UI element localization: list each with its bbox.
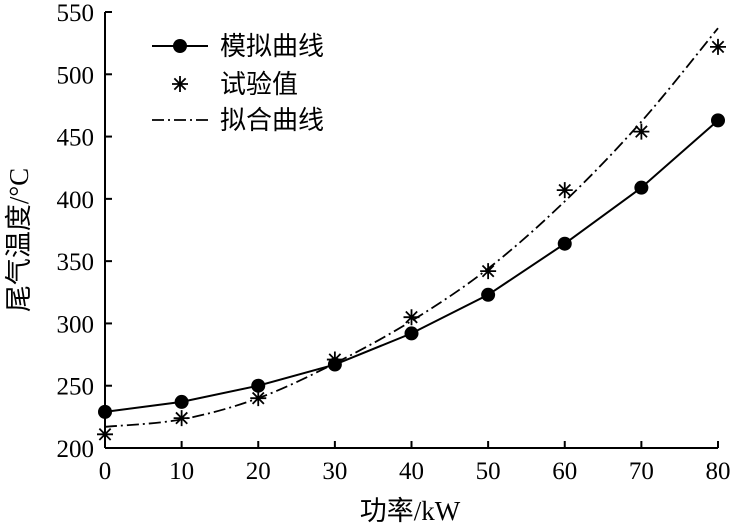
y-tick-label: 350 (57, 249, 95, 276)
y-tick-label: 500 (57, 62, 95, 89)
x-tick-label: 20 (246, 458, 271, 485)
y-tick-label: 450 (57, 125, 95, 152)
y-axis-title: 尾气温度/°C (4, 168, 34, 312)
simulated-curve-line (104, 119, 719, 413)
x-tick-label: 10 (169, 458, 194, 485)
simulated-point (98, 404, 112, 419)
x-tick-label: 40 (399, 458, 424, 485)
y-tick-label: 300 (57, 311, 95, 338)
simulated-point (481, 287, 496, 302)
x-tick-label: 30 (322, 458, 347, 485)
ticks: 0 10 20 30 40 50 60 70 80 200 250 300 350 400 450 500 55… (57, 0, 731, 485)
test-value-point (556, 182, 573, 199)
y-tick-label: 550 (57, 0, 95, 27)
test-value-point (97, 426, 113, 443)
legend-item-2: 试验值 (172, 70, 298, 99)
simulated-point (557, 236, 572, 251)
simulated-point (404, 326, 419, 341)
series-2 (97, 38, 726, 443)
test-value-point (173, 410, 190, 427)
fitted-curve-line (104, 27, 719, 428)
y-tick-label: 250 (57, 374, 95, 401)
x-axis-title: 功率/kW (360, 496, 461, 526)
x-tick-label: 80 (706, 458, 731, 485)
legend-item-3: 拟合曲线 (152, 106, 324, 135)
x-tick-label: 0 (99, 458, 112, 485)
test-value-point (710, 38, 726, 55)
legend-item-1: 模拟曲线 (152, 32, 324, 61)
x-tick-label: 60 (552, 458, 577, 485)
test-value-point (326, 351, 343, 368)
legend-label: 试验值 (220, 70, 298, 99)
legend-circle-marker (173, 39, 187, 53)
simulated-point (174, 394, 189, 409)
y-tick-label: 400 (57, 187, 95, 214)
legend-label: 拟合曲线 (220, 106, 324, 135)
x-tick-label: 50 (476, 458, 501, 485)
series-layer (97, 27, 726, 443)
test-value-point (403, 309, 420, 326)
simulated-point (251, 378, 266, 393)
axes (104, 12, 718, 449)
series-3 (104, 27, 719, 428)
legend-label: 模拟曲线 (220, 32, 324, 61)
series-1 (98, 113, 725, 419)
y-tick-label: 200 (57, 436, 95, 463)
test-value-point (480, 263, 497, 280)
x-tick-label: 70 (629, 458, 654, 485)
simulated-point (634, 180, 649, 195)
test-value-point (633, 123, 650, 140)
simulated-point (711, 113, 725, 128)
legend-asterisk-marker (172, 76, 188, 92)
